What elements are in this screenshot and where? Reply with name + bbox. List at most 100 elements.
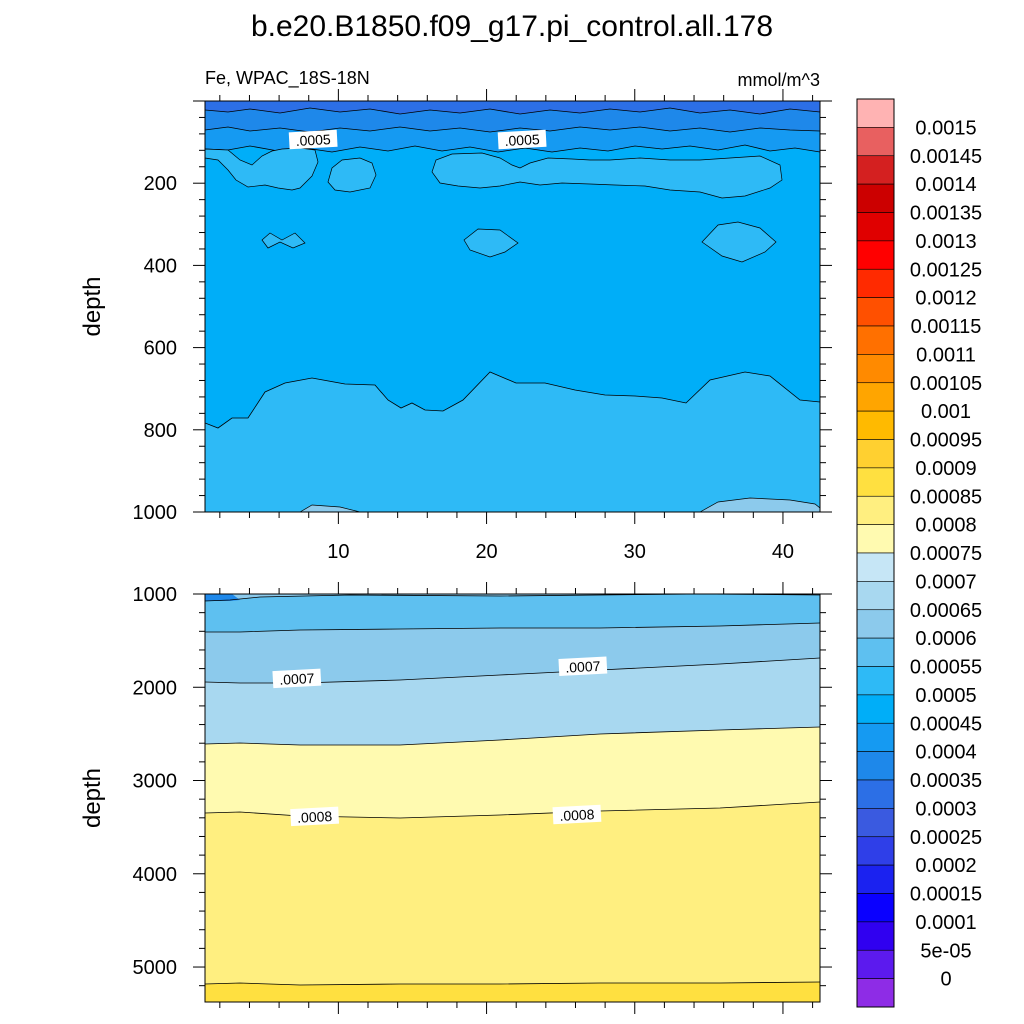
colorbar-swatch	[856, 127, 895, 157]
colorbar-swatch	[856, 808, 895, 838]
colorbar-swatch	[856, 240, 895, 270]
contour-line-3	[205, 726, 820, 746]
y-tick-label: 400	[144, 255, 177, 277]
colorbar-label: 0.00115	[911, 316, 982, 338]
colorbar-label: 0.00135	[910, 203, 982, 225]
colorbar-label: 0.0012	[915, 288, 976, 310]
contour-fill-0.0006-b	[699, 497, 820, 512]
colorbar-frame	[856, 98, 895, 1008]
colorbar-swatch	[856, 212, 895, 242]
contour-band-0	[205, 594, 820, 601]
colorbar-label: 0.00105	[910, 373, 982, 395]
svg-text:.0007: .0007	[279, 670, 315, 688]
colorbar-swatch	[856, 581, 895, 611]
x-tick-label: 10	[327, 541, 349, 563]
colorbar-label: 0.0009	[915, 458, 976, 480]
svg-text:.0008: .0008	[559, 806, 595, 824]
colorbar-swatch	[856, 495, 895, 525]
y-tick-label: 1000	[133, 502, 178, 524]
colorbar-swatch	[856, 637, 895, 667]
colorbar-label: 0.0003	[915, 798, 976, 820]
colorbar-swatch	[856, 864, 895, 894]
colorbar-swatch	[856, 354, 895, 384]
colorbar-label: 0.00075	[910, 543, 982, 565]
plot-area: .0005 .0005	[205, 101, 820, 512]
colorbar-swatch	[856, 609, 895, 639]
colorbar-label: 0.0002	[915, 855, 976, 877]
colorbar-label: 0.0008	[915, 515, 976, 537]
contour-line-surface-0	[205, 126, 820, 133]
plot-area: .0007 .0007 .0008 .0008	[205, 594, 820, 1002]
chart-title: b.e20.B1850.f09_g17.pi_control.all.178	[251, 10, 773, 43]
contour-line-0.00055-deep	[205, 371, 820, 429]
contour-label-1: .0005	[497, 129, 547, 150]
colorbar-label: 0.0001	[915, 912, 976, 934]
colorbar-label: 0.0013	[915, 231, 976, 253]
colorbar-label: 5e-05	[920, 940, 971, 962]
colorbar-swatch	[856, 524, 895, 554]
colorbar-swatch	[856, 694, 895, 724]
colorbar-swatch	[856, 893, 895, 923]
svg-text:.0005: .0005	[295, 131, 331, 149]
colorbar-label: 0.00095	[910, 430, 982, 452]
contour-blob-0.00055-2	[431, 152, 783, 199]
colorbar-label: 0.00125	[910, 259, 982, 281]
colorbar-swatch	[856, 921, 895, 951]
y-tick-label: 800	[144, 420, 177, 442]
y-tick-label: 5000	[133, 957, 178, 979]
x-tick-label: 30	[624, 541, 646, 563]
contour-blob-0.00055-3	[261, 232, 306, 249]
colorbar-swatch	[856, 467, 895, 497]
colorbar-label: 0.0007	[915, 571, 976, 593]
contour-band-5	[205, 802, 820, 985]
x-tick-label: 40	[772, 541, 794, 563]
contour-band-1	[205, 594, 820, 632]
y-tick-label: 3000	[133, 771, 178, 793]
contour-label-2: .0008	[290, 806, 340, 827]
x-tick-label: 20	[475, 541, 497, 563]
y-tick-label: 1000	[133, 584, 178, 606]
chart-subtitle-right: mmol/m^3	[738, 70, 820, 90]
colorbar-swatch	[856, 98, 895, 128]
y-tick-label: 200	[144, 173, 177, 195]
colorbar-swatch	[856, 836, 895, 866]
colorbar-label: 0.00045	[910, 713, 982, 735]
contour-line-surface-2	[205, 107, 820, 115]
svg-text:.0005: .0005	[504, 131, 540, 149]
colorbar-swatch	[856, 978, 895, 1008]
colorbar-swatch	[856, 382, 895, 412]
plot-frame	[204, 593, 821, 1003]
colorbar-swatch	[856, 268, 895, 298]
colorbar-label: 0.00145	[910, 146, 982, 168]
colorbar-label: 0	[940, 969, 951, 991]
colorbar: 0.0015 0.00145 0.0014 0.00135 0.0013 0.00125 0…	[856, 98, 982, 1008]
y-axis-label: depth	[79, 768, 106, 828]
contour-blob-0.00055-1	[327, 157, 377, 193]
colorbar-swatch	[856, 552, 895, 582]
y-tick-label: 600	[144, 338, 177, 360]
svg-text:.0007: .0007	[565, 658, 601, 676]
colorbar-swatch	[856, 410, 895, 440]
colorbar-swatch	[856, 949, 895, 979]
contour-line-5	[205, 981, 820, 986]
colorbar-label: 0.0004	[915, 742, 976, 764]
contour-fill-0.0006-a	[299, 504, 361, 512]
contour-band-2	[205, 623, 820, 683]
plot-frame	[204, 100, 821, 513]
colorbar-label: 0.001	[921, 401, 971, 423]
upper-panel: .0005 .0005 200 400 600 800 1000 depth 10 20 30 40	[79, 89, 832, 563]
colorbar-label: 0.0006	[915, 628, 976, 650]
contour-band-4	[205, 727, 820, 818]
colorbar-swatch	[856, 439, 895, 469]
y-tick-label: 2000	[133, 677, 178, 699]
lower-panel: .0007 .0007 .0008 .0008 1000 2000 3000 4000 5000…	[79, 582, 832, 1014]
y-axis-label: depth	[79, 276, 106, 336]
contour-blob-0.00055-5	[701, 221, 777, 263]
colorbar-swatch	[856, 779, 895, 809]
contour-label-3: .0008	[552, 804, 602, 825]
contour-fill-0.00055	[205, 372, 820, 512]
colorbar-swatch	[856, 751, 895, 781]
colorbar-label: 0.00025	[910, 827, 982, 849]
colorbar-label: 0.00035	[910, 770, 982, 792]
